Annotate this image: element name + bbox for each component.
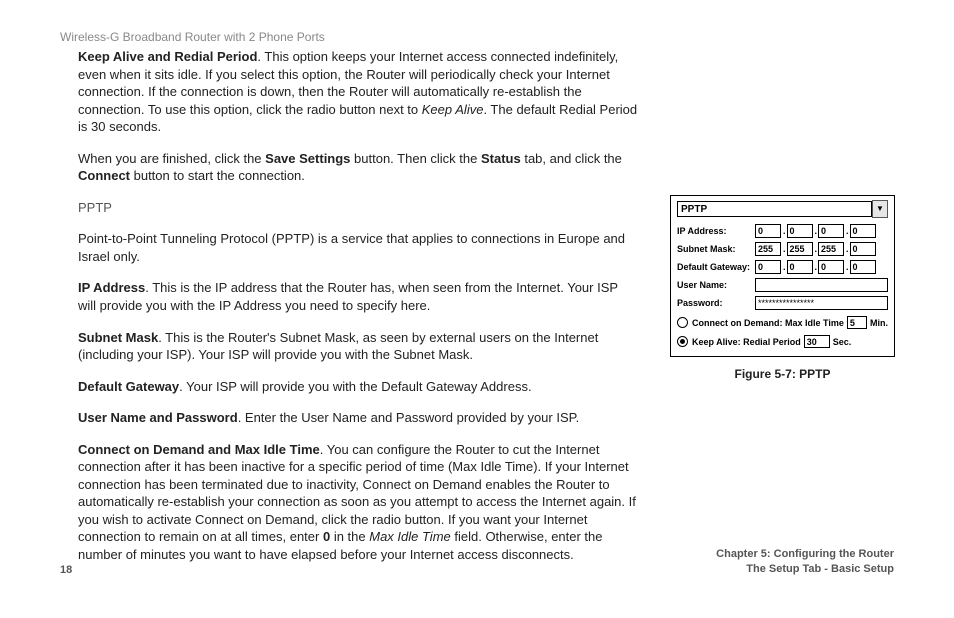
chevron-down-icon[interactable]: ▼ [872, 200, 888, 218]
max-idle-time-unit: Min. [870, 318, 888, 328]
ip-text: . This is the IP address that the Router… [78, 280, 618, 313]
username-row: User Name: [677, 278, 888, 292]
finish-3: tab, and click the [521, 151, 622, 166]
keep-alive-radio[interactable] [677, 336, 688, 347]
redial-period-input[interactable]: 30 [804, 335, 830, 348]
connect-on-demand-radio[interactable] [677, 317, 688, 328]
subnet-mask-label: Subnet Mask: [677, 244, 755, 254]
subnet-mask-row: Subnet Mask: 255. 255. 255. 0 [677, 242, 888, 256]
save-settings-bold: Save Settings [265, 151, 350, 166]
ip-octet-4[interactable]: 0 [850, 224, 876, 238]
pptp-figure: PPTP ▼ IP Address: 0. 0. 0. 0 Subnet Mas… [670, 195, 895, 381]
dropdown-value: PPTP [677, 201, 872, 217]
body-column: Keep Alive and Redial Period. This optio… [78, 48, 638, 578]
password-row: Password: **************** [677, 296, 888, 310]
keepalive-paragraph: Keep Alive and Redial Period. This optio… [78, 48, 638, 136]
gateway-octet-4[interactable]: 0 [850, 260, 876, 274]
ip-octet-3[interactable]: 0 [818, 224, 844, 238]
max-idle-time-input[interactable]: 5 [847, 316, 867, 329]
subnet-label: Subnet Mask [78, 330, 158, 345]
connect-bold: Connect [78, 168, 130, 183]
connection-type-dropdown[interactable]: PPTP ▼ [677, 200, 888, 218]
gateway-paragraph: Default Gateway. Your ISP will provide y… [78, 378, 638, 396]
page-number: 18 [60, 564, 72, 576]
keepalive-label: Keep Alive and Redial Period [78, 49, 257, 64]
gateway-octet-3[interactable]: 0 [818, 260, 844, 274]
default-gateway-label: Default Gateway: [677, 262, 755, 272]
cod-paragraph: Connect on Demand and Max Idle Time. You… [78, 441, 638, 564]
subnet-paragraph: Subnet Mask. This is the Router's Subnet… [78, 329, 638, 364]
cod-italic: Max Idle Time [369, 529, 451, 544]
ip-octet-2[interactable]: 0 [787, 224, 813, 238]
ip-address-label: IP Address: [677, 226, 755, 236]
username-input[interactable] [755, 278, 888, 292]
cod-label: Connect on Demand and Max Idle Time [78, 442, 320, 457]
keep-alive-row: Keep Alive: Redial Period 30 Sec. [677, 335, 888, 348]
figure-caption: Figure 5-7: PPTP [670, 367, 895, 381]
chapter-subtitle: The Setup Tab - Basic Setup [716, 562, 894, 576]
header-title: Wireless-G Broadband Router with 2 Phone… [60, 30, 325, 44]
ip-label: IP Address [78, 280, 145, 295]
ip-address-row: IP Address: 0. 0. 0. 0 [677, 224, 888, 238]
pptp-heading: PPTP [78, 199, 638, 217]
username-label: User Name: [677, 280, 755, 290]
userpass-label: User Name and Password [78, 410, 238, 425]
chapter-footer: Chapter 5: Configuring the Router The Se… [716, 547, 894, 576]
finish-2: button. Then click the [350, 151, 481, 166]
finish-4: button to start the connection. [130, 168, 305, 183]
subnet-octet-4[interactable]: 0 [850, 242, 876, 256]
subnet-octet-2[interactable]: 255 [787, 242, 813, 256]
gateway-octet-1[interactable]: 0 [755, 260, 781, 274]
ip-octet-1[interactable]: 0 [755, 224, 781, 238]
gateway-text: . Your ISP will provide you with the Def… [179, 379, 531, 394]
gateway-label: Default Gateway [78, 379, 179, 394]
password-input[interactable]: **************** [755, 296, 888, 310]
finish-paragraph: When you are finished, click the Save Se… [78, 150, 638, 185]
redial-period-unit: Sec. [833, 337, 852, 347]
ip-paragraph: IP Address. This is the IP address that … [78, 279, 638, 314]
keep-alive-label: Keep Alive: Redial Period [692, 337, 801, 347]
gateway-octet-2[interactable]: 0 [787, 260, 813, 274]
password-label: Password: [677, 298, 755, 308]
userpass-text: . Enter the User Name and Password provi… [238, 410, 580, 425]
status-bold: Status [481, 151, 521, 166]
pptp-intro: Point-to-Point Tunneling Protocol (PPTP)… [78, 230, 638, 265]
default-gateway-row: Default Gateway: 0. 0. 0. 0 [677, 260, 888, 274]
keepalive-italic: Keep Alive [422, 102, 484, 117]
finish-1: When you are finished, click the [78, 151, 265, 166]
chapter-title: Chapter 5: Configuring the Router [716, 547, 894, 561]
cod-text-2: in the [330, 529, 369, 544]
pptp-figure-inner: PPTP ▼ IP Address: 0. 0. 0. 0 Subnet Mas… [670, 195, 895, 357]
subnet-octet-3[interactable]: 255 [818, 242, 844, 256]
connect-on-demand-label: Connect on Demand: Max Idle Time [692, 318, 844, 328]
subnet-octet-1[interactable]: 255 [755, 242, 781, 256]
connect-on-demand-row: Connect on Demand: Max Idle Time 5 Min. [677, 316, 888, 329]
userpass-paragraph: User Name and Password. Enter the User N… [78, 409, 638, 427]
